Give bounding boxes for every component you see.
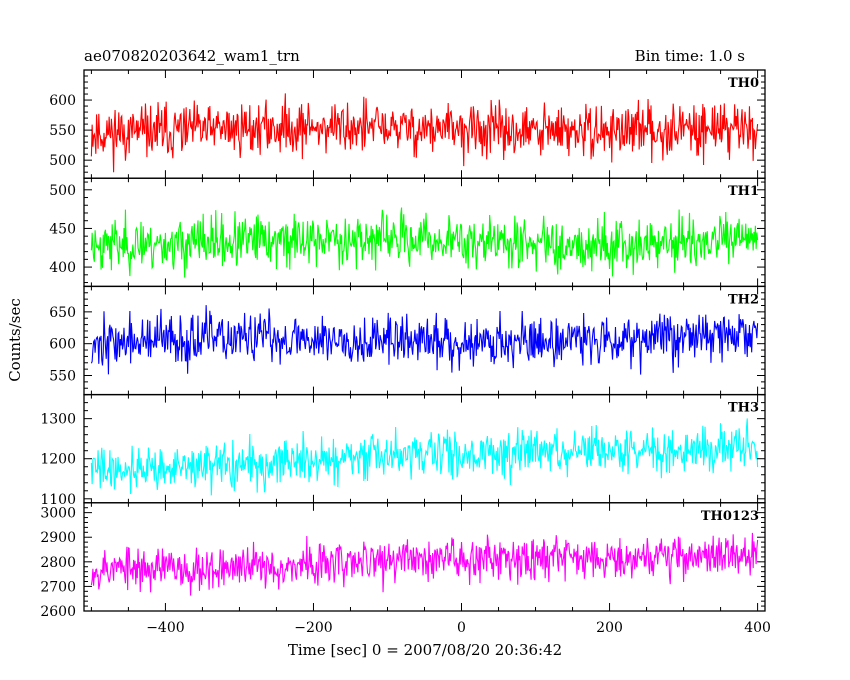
y-tick-label: 500 — [49, 183, 76, 199]
y-tick-label: 500 — [49, 153, 76, 169]
y-tick-label: 600 — [49, 93, 76, 109]
y-tick-label: 450 — [49, 221, 76, 237]
panel-label-th1: TH1 — [728, 184, 759, 199]
panel-th1: 400 450 500 TH1 — [49, 177, 766, 288]
series-th2 — [90, 305, 759, 375]
x-axis-title: Time [sec] 0 = 2007/08/20 20:36:42 — [288, 641, 562, 659]
y-tick-label: 550 — [49, 369, 76, 385]
y-axis-title: Counts/sec — [6, 298, 24, 382]
x-tick-label: 0 — [457, 620, 466, 636]
y-tick-label: 550 — [49, 123, 76, 139]
panels-layer: 500 550 600 TH0 400 450 500 TH1 550 600 650 TH2 1100… — [40, 69, 771, 636]
panel-th3: 1100 1200 1300 TH3 — [40, 393, 766, 508]
y-tick-label: 2700 — [40, 579, 76, 595]
panel-th0: 500 550 600 TH0 — [49, 69, 766, 179]
x-tick-label: −200 — [294, 620, 332, 636]
x-tick-label: −400 — [146, 620, 184, 636]
series-th0 — [90, 93, 759, 173]
y-tick-label: 650 — [49, 305, 76, 321]
x-tick-label: 400 — [744, 620, 771, 636]
panel-label-th0: TH0 — [728, 76, 759, 91]
y-tick-label: 2900 — [40, 530, 76, 546]
bin-time-label: Bin time: 1.0 s — [635, 47, 745, 65]
y-tick-label: 3000 — [40, 506, 76, 522]
y-tick-label: 1300 — [40, 412, 76, 428]
y-tick-label: 400 — [49, 260, 76, 276]
y-tick-label: 2800 — [40, 555, 76, 571]
y-tick-label: 1100 — [40, 492, 76, 508]
series-th0123 — [90, 532, 759, 596]
series-th3 — [90, 418, 759, 496]
y-tick-label: 1200 — [40, 452, 76, 468]
x-tick-label: 200 — [596, 620, 623, 636]
panel-th2: 550 600 650 TH2 — [49, 285, 766, 396]
panel-label-th3: TH3 — [728, 401, 759, 416]
panel-th0123: 2600 2700 2800 2900 3000 TH0123 — [40, 502, 766, 620]
chart-title: ae070820203642_wam1_trn — [84, 47, 300, 65]
panel-frame — [83, 502, 766, 612]
y-tick-label: 600 — [49, 337, 76, 353]
panel-label-th0123: TH0123 — [701, 509, 759, 524]
series-th1 — [90, 207, 759, 278]
panel-frame — [83, 393, 766, 504]
y-tick-label: 2600 — [40, 604, 76, 620]
panel-label-th2: TH2 — [728, 292, 759, 307]
